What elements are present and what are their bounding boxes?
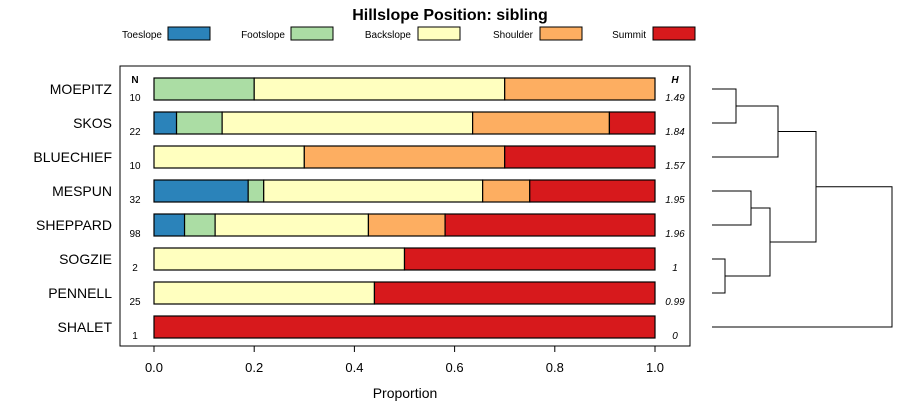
legend: Toeslope Footslope Backslope Shoulder Summit	[122, 26, 696, 41]
h-value-pennell: 0.99	[665, 297, 685, 308]
n-value-sogzie: 2	[132, 263, 138, 274]
h-value-sheppard: 1.96	[665, 229, 685, 240]
bar-segment-sheppard-backslope	[214, 213, 370, 237]
bar-segment-mespun-backslope	[263, 179, 484, 203]
row-label-sheppard: SHEPPARD	[36, 217, 112, 233]
dendrogram-branch-sogzie-pennell	[712, 258, 726, 294]
legend-swatch-summit	[652, 26, 696, 41]
chart-title: Hillslope Position: sibling	[352, 7, 548, 24]
bar-segment-shalet-summit	[153, 315, 656, 339]
bar-segment-mespun-footslope	[247, 179, 265, 203]
x-axis: 0.0 0.2 0.4 0.6 0.8 1.0	[145, 346, 664, 375]
h-column-header: H	[671, 75, 679, 86]
n-value-bluechief: 10	[129, 161, 141, 172]
x-tick-label: 0.6	[446, 360, 464, 375]
row-label-shalet: SHALET	[58, 319, 113, 335]
n-column-header: N	[131, 75, 138, 86]
legend-label-backslope: Backslope	[365, 30, 412, 41]
row-label-skos: SKOS	[73, 115, 112, 131]
h-value-skos: 1.84	[665, 127, 685, 138]
bar-segment-moepitz-backslope	[253, 77, 506, 101]
row-label-mespun: MESPUN	[52, 183, 112, 199]
x-tick-label: 0.4	[345, 360, 363, 375]
bar-segment-sogzie-summit	[403, 247, 656, 271]
dendrogram-branch-with-bluechief	[712, 105, 779, 158]
bar-segment-skos-summit	[608, 111, 656, 135]
h-value-sogzie: 1	[672, 263, 678, 274]
legend-swatch-backslope	[417, 26, 461, 41]
legend-swatch-footslope	[290, 26, 334, 41]
bar-segment-mespun-shoulder	[482, 179, 531, 203]
x-tick-label: 0.2	[245, 360, 263, 375]
n-value-skos: 22	[129, 127, 141, 138]
bar-segment-pennell-summit	[373, 281, 656, 305]
bar-segment-skos-backslope	[221, 111, 474, 135]
row-label-pennell: PENNELL	[48, 285, 112, 301]
dendrogram-branch-moepitz-skos	[712, 88, 737, 124]
bar-segment-skos-shoulder	[472, 111, 611, 135]
bar-segment-moepitz-footslope	[153, 77, 255, 101]
dendrogram-branch-middle-group	[725, 207, 771, 277]
bar-segment-skos-toeslope	[153, 111, 178, 135]
legend-label-summit: Summit	[612, 30, 646, 41]
legend-label-shoulder: Shoulder	[493, 30, 534, 41]
legend-label-footslope: Footslope	[241, 30, 285, 41]
bar-segment-bluechief-summit	[504, 145, 656, 169]
legend-swatch-toeslope	[167, 26, 211, 41]
bar-segment-sheppard-shoulder	[367, 213, 446, 237]
bar-segment-moepitz-shoulder	[504, 77, 656, 101]
row-label-moepitz: MOEPITZ	[50, 81, 113, 97]
legend-swatch-shoulder	[539, 26, 583, 41]
x-tick-label: 1.0	[646, 360, 664, 375]
dendrogram-branch-root	[712, 186, 893, 328]
dendrogram-branch-mespun-sheppard	[712, 190, 752, 226]
dendrogram-branch-upper-middle	[770, 131, 817, 243]
x-tick-label: 0.8	[546, 360, 564, 375]
n-value-pennell: 25	[129, 297, 141, 308]
bar-segment-bluechief-backslope	[153, 145, 305, 169]
bar-segment-sheppard-toeslope	[153, 213, 186, 237]
bar-segment-skos-footslope	[175, 111, 223, 135]
n-value-shalet: 1	[132, 331, 138, 342]
bar-segment-mespun-toeslope	[153, 179, 249, 203]
bar-segment-pennell-backslope	[153, 281, 376, 305]
h-value-mespun: 1.95	[665, 195, 685, 206]
h-value-shalet: 0	[672, 331, 678, 342]
x-axis-label: Proportion	[373, 385, 438, 401]
x-tick-label: 0.0	[145, 360, 163, 375]
bar-segment-sheppard-footslope	[183, 213, 216, 237]
plot-frame	[119, 65, 691, 347]
bar-segment-mespun-summit	[529, 179, 656, 203]
h-value-moepitz: 1.49	[665, 93, 685, 104]
n-value-mespun: 32	[129, 195, 141, 206]
bar-segment-bluechief-shoulder	[303, 145, 506, 169]
h-value-bluechief: 1.57	[665, 161, 685, 172]
dendrogram	[712, 88, 893, 328]
row-label-sogzie: SOGZIE	[59, 251, 112, 267]
n-value-moepitz: 10	[129, 93, 141, 104]
bar-segment-sheppard-summit	[444, 213, 656, 237]
bar-segment-sogzie-backslope	[153, 247, 406, 271]
row-label-bluechief: BLUECHIEF	[33, 149, 112, 165]
n-value-sheppard: 98	[129, 229, 141, 240]
legend-label-toeslope: Toeslope	[122, 30, 162, 41]
